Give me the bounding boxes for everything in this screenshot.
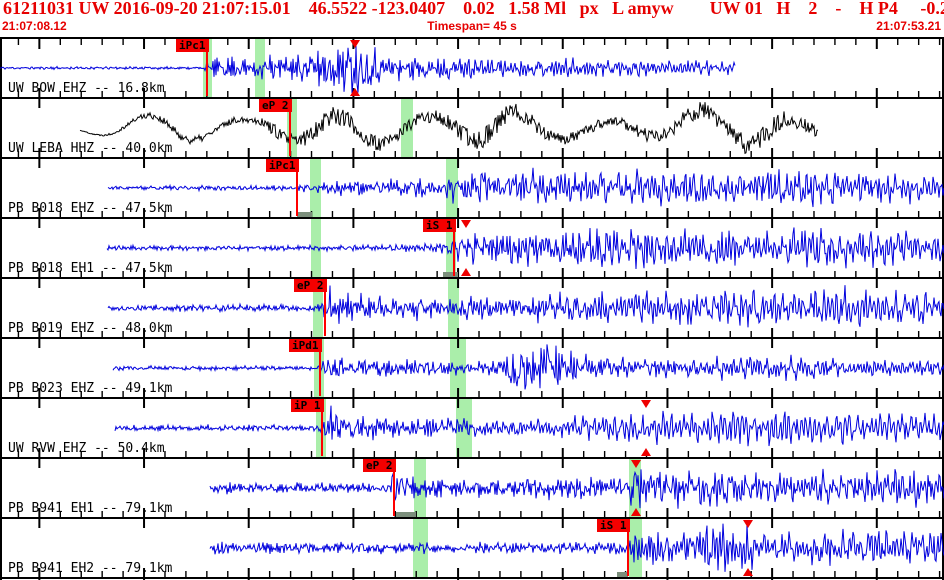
trace-panel-6[interactable]: iPd1 PB B023 EHZ -- 49.1km (0, 339, 944, 397)
pick-window-highlight (456, 399, 472, 457)
trace-panel-8[interactable]: eP 2 PB B941 EH1 -- 79.1km (0, 459, 944, 517)
pick-uncertainty-bar (396, 512, 416, 517)
phase-pick-label[interactable]: iP 1 (291, 399, 324, 412)
phase-pick-label[interactable]: eP 2 (363, 459, 396, 472)
arrival-marker-top-icon (461, 220, 471, 228)
arrival-marker-bottom-icon (461, 268, 471, 276)
pick-uncertainty-bar (297, 212, 312, 217)
phase-pick-line[interactable] (206, 52, 208, 96)
window-end-time: 21:07:53.21 (876, 19, 941, 33)
pick-window-highlight (629, 459, 641, 517)
window-start-time: 21:07:08.12 (2, 19, 67, 33)
station-channel-label: PB B018 EH1 -- 47.5km (8, 261, 173, 276)
pick-window-highlight (414, 459, 426, 517)
waveform-trace[interactable] (0, 339, 944, 397)
waveform-trace[interactable] (0, 399, 944, 457)
pick-window-highlight (310, 159, 321, 217)
pick-window-highlight (287, 99, 297, 157)
phase-pick-label[interactable]: eP 2 (259, 99, 292, 112)
phase-pick-label[interactable]: iPc1 (176, 39, 209, 52)
waveform-trace[interactable] (0, 39, 944, 97)
phase-pick-line[interactable] (321, 412, 323, 456)
pick-window-highlight (629, 519, 642, 577)
waveform-trace[interactable] (0, 279, 944, 337)
arrival-marker-bottom-icon (631, 508, 641, 516)
phase-pick-label[interactable]: iS 1 (597, 519, 630, 532)
trace-panel-1[interactable]: iPc1 UW BOW EHZ -- 16.8km (0, 39, 944, 97)
phase-pick-line[interactable] (453, 232, 455, 276)
phase-pick-label[interactable]: iS 1 (423, 219, 456, 232)
trace-panel-7[interactable]: iP 1 UW RVW EHZ -- 50.4km (0, 399, 944, 457)
pick-uncertainty-bar (443, 272, 458, 277)
arrival-marker-bottom-icon (350, 88, 360, 96)
arrival-marker-top-icon (350, 40, 360, 48)
station-channel-label: PB B941 EH2 -- 79.1km (8, 561, 173, 576)
pick-window-highlight (255, 39, 265, 97)
arrival-marker-top-icon (743, 520, 753, 528)
arrival-marker-top-icon (641, 400, 651, 408)
station-channel-label: PB B023 EHZ -- 49.1km (8, 381, 173, 396)
station-channel-label: PB B018 EHZ -- 47.5km (8, 201, 173, 216)
station-channel-label: UW RVW EHZ -- 50.4km (8, 441, 165, 456)
trace-panel-2[interactable]: eP 2 UW LEBA HHZ -- 40.0km (0, 99, 944, 157)
pick-window-highlight (311, 219, 321, 277)
phase-pick-line[interactable] (319, 352, 321, 396)
pick-window-highlight (313, 279, 323, 337)
trace-panel-9[interactable]: iS 1 PB B941 EH2 -- 79.1km (0, 519, 944, 577)
arrival-marker-bottom-icon (641, 448, 651, 456)
trace-panel-3[interactable]: iPc1 PB B018 EHZ -- 47.5km (0, 159, 944, 217)
timespan-label: Timespan= 45 s (427, 19, 517, 33)
phase-pick-label[interactable]: iPc1 (266, 159, 299, 172)
phase-pick-label[interactable]: iPd1 (289, 339, 322, 352)
arrival-marker-bottom-icon (743, 568, 753, 576)
trace-panel-4[interactable]: iS 1 PB B018 EH1 -- 47.5km (0, 219, 944, 277)
station-channel-label: PB B019 EHZ -- 48.0km (8, 321, 173, 336)
arrival-marker-top-icon (631, 460, 641, 468)
station-channel-label: PB B941 EH1 -- 79.1km (8, 501, 173, 516)
time-axis-header: 21:07:08.12 Timespan= 45 s 21:07:53.21 (0, 17, 944, 35)
waveform-trace[interactable] (0, 519, 944, 577)
phase-pick-line[interactable] (289, 112, 291, 156)
pick-window-highlight (413, 519, 428, 577)
event-summary-header: 61211031 UW 2016-09-20 21:07:15.01 46.55… (3, 0, 944, 18)
phase-pick-line[interactable] (393, 472, 395, 516)
waveform-trace[interactable] (0, 99, 944, 157)
station-channel-label: UW LEBA HHZ -- 40.0km (8, 141, 173, 156)
phase-pick-line[interactable] (627, 532, 629, 576)
phase-pick-line[interactable] (296, 172, 298, 216)
waveform-trace[interactable] (0, 459, 944, 517)
phase-pick-label[interactable]: eP 2 (294, 279, 327, 292)
station-channel-label: UW BOW EHZ -- 16.8km (8, 81, 165, 96)
waveform-trace[interactable] (0, 219, 944, 277)
pick-uncertainty-bar (617, 572, 628, 577)
pick-window-highlight (446, 219, 456, 277)
waveform-trace[interactable] (0, 159, 944, 217)
phase-pick-line[interactable] (324, 292, 326, 336)
trace-panel-5[interactable]: eP 2 PB B019 EHZ -- 48.0km (0, 279, 944, 337)
trace-plot-area[interactable]: iPc1 UW BOW EHZ -- 16.8km eP 2 UW LEBA HHZ … (0, 37, 944, 580)
